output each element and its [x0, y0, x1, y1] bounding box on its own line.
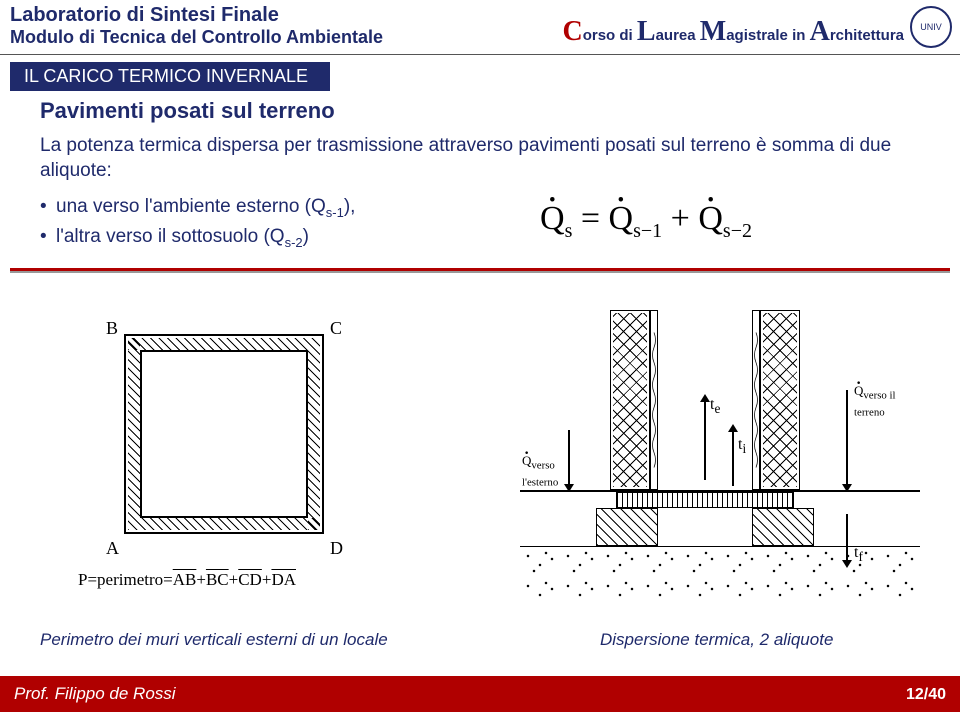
- wall-left: [610, 310, 650, 490]
- label-a: A: [106, 538, 119, 559]
- course-c: C: [562, 16, 582, 47]
- arrow-q-esterno: [568, 430, 570, 486]
- lab-title: Laboratorio di Sintesi Finale: [10, 4, 383, 27]
- wall-outline: [124, 334, 324, 534]
- arrow-te: [704, 400, 706, 480]
- label-te: te: [710, 396, 720, 417]
- body-text: La potenza termica dispersa per trasmiss…: [40, 134, 920, 183]
- lab-subtitle: Modulo di Tecnica del Controllo Ambienta…: [10, 27, 383, 48]
- footer-author: Prof. Filippo de Rossi: [14, 684, 176, 704]
- slide-header: Laboratorio di Sintesi Finale Modulo di …: [0, 0, 960, 60]
- perimeter-diagram: A B C D P=perimetro=AB+BC+CD+DA: [74, 316, 414, 606]
- bullet-2: l'altra verso il sottosuolo (Qs-2): [40, 226, 355, 250]
- insulation-right: [752, 310, 760, 490]
- course-a: A: [810, 16, 830, 47]
- caption-right: Dispersione termica, 2 aliquote: [600, 630, 833, 650]
- sub-heading: Pavimenti posati sul terreno: [40, 98, 335, 124]
- course-name: Corso di Laurea Magistrale in Architettu…: [562, 16, 904, 48]
- arrow-q-terreno: [846, 390, 848, 486]
- bullet-list: una verso l'ambiente esterno (Qs-1), l'a…: [40, 196, 355, 256]
- caption-left: Perimetro dei muri verticali esterni di …: [40, 630, 388, 650]
- divider: [10, 268, 950, 273]
- footing-left: [596, 508, 658, 546]
- insulation-left: [650, 310, 658, 490]
- label-q-terreno: Qverso ilterreno: [854, 384, 896, 419]
- header-rule: [0, 54, 960, 55]
- label-tf: tf: [854, 544, 863, 565]
- footer-page: 12/40: [906, 686, 946, 704]
- floor-slab: [616, 492, 794, 508]
- label-ti: ti: [738, 436, 746, 457]
- course-m: M: [700, 16, 726, 47]
- label-q-esterno: Qversol'esterno: [522, 454, 558, 489]
- section-diagram: te ti Qversol'esterno Qverso ilterreno t…: [520, 300, 920, 610]
- wall-right: [760, 310, 800, 490]
- label-c: C: [330, 318, 342, 339]
- label-d: D: [330, 538, 343, 559]
- header-left: Laboratorio di Sintesi Finale Modulo di …: [10, 4, 383, 48]
- label-b: B: [106, 318, 118, 339]
- arrow-tf: [846, 514, 848, 562]
- section-bar: IL CARICO TERMICO INVERNALE: [10, 62, 330, 91]
- course-l: L: [637, 16, 656, 47]
- bullet-1: una verso l'ambiente esterno (Qs-1),: [40, 196, 355, 220]
- perimeter-formula: P=perimetro=AB+BC+CD+DA: [78, 570, 296, 590]
- arrow-ti: [732, 430, 734, 486]
- equation: Qs = Qs−1 + Qs−2: [540, 200, 752, 243]
- footing-right: [752, 508, 814, 546]
- university-seal-icon: UNIV: [910, 6, 952, 48]
